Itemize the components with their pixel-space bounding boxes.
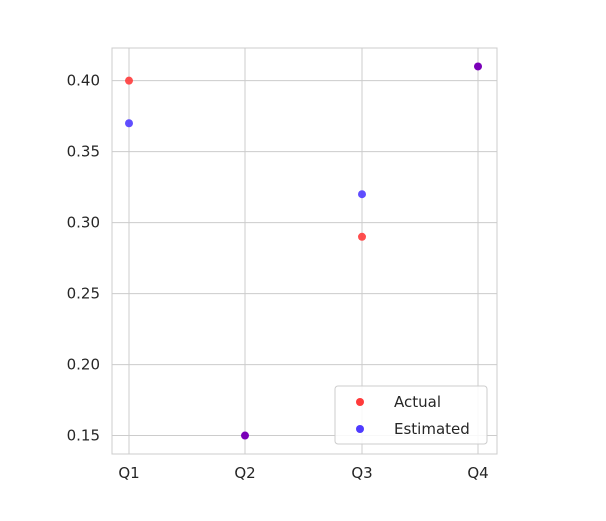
legend-marker-estimated	[356, 425, 364, 433]
legend-label-actual: Actual	[394, 393, 441, 411]
x-tick-label: Q1	[118, 464, 139, 482]
x-tick-label: Q2	[234, 464, 255, 482]
point-overlap	[241, 431, 249, 440]
point-overlap	[474, 62, 482, 71]
y-tick-label: 0.40	[67, 72, 100, 90]
legend-label-estimated: Estimated	[394, 420, 470, 438]
y-tick-label: 0.35	[67, 143, 100, 161]
y-tick-label: 0.20	[67, 356, 100, 374]
y-tick-label: 0.30	[67, 214, 100, 232]
x-tick-label: Q3	[351, 464, 372, 482]
y-tick-label: 0.25	[67, 285, 100, 303]
x-axis-ticks: Q1 Q2 Q3 Q4	[118, 464, 488, 482]
point-actual	[125, 76, 133, 85]
legend-box	[334, 385, 488, 445]
legend: Actual Estimated	[334, 385, 488, 445]
y-tick-label: 0.15	[67, 427, 100, 445]
y-axis-ticks: 0.15 0.20 0.25 0.30 0.35 0.40	[67, 72, 100, 445]
point-estimated	[358, 190, 366, 199]
legend-marker-actual	[356, 398, 364, 406]
data-points	[125, 62, 482, 440]
x-tick-label: Q4	[467, 464, 488, 482]
point-actual	[358, 232, 366, 241]
point-estimated	[125, 119, 133, 128]
